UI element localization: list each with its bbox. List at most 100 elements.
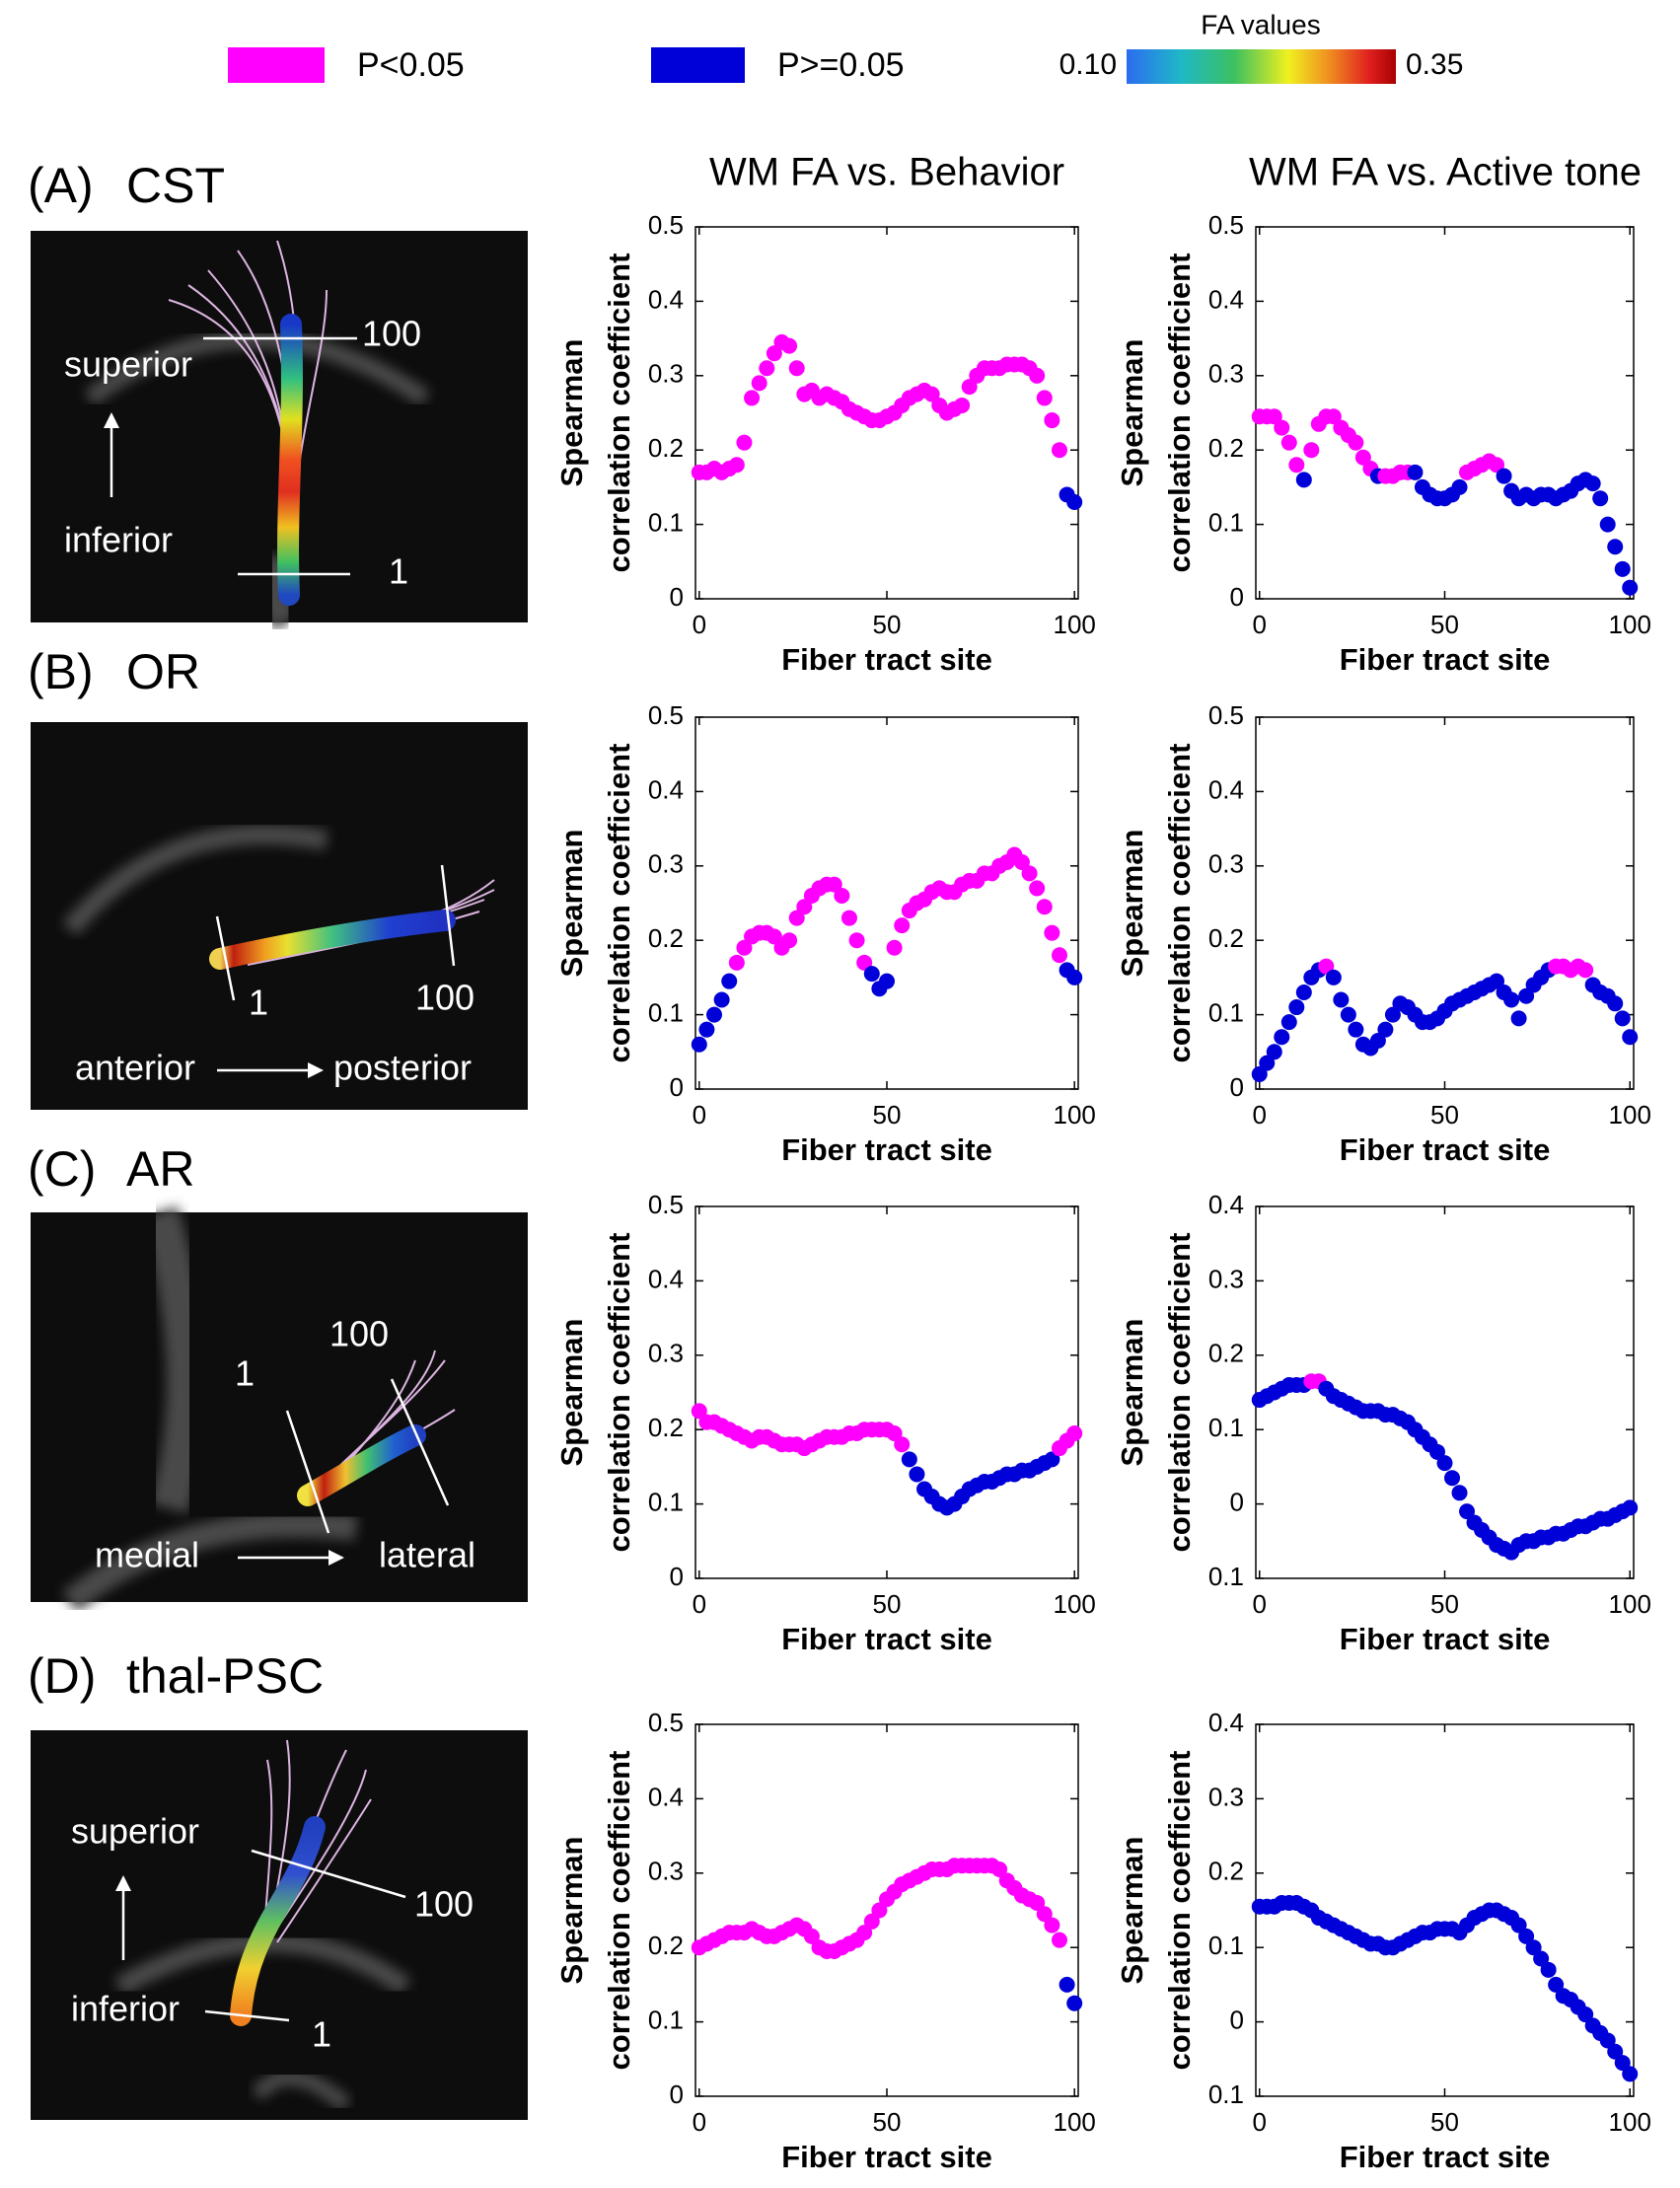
data-point	[834, 887, 850, 904]
data-point	[1510, 1917, 1527, 1933]
data-point	[1354, 449, 1371, 466]
y-tick-label: 0.1	[1208, 1562, 1244, 1591]
y-axis-label: correlation coefficient	[1162, 744, 1197, 1063]
data-point	[1036, 390, 1053, 406]
image-label: 1	[249, 983, 268, 1023]
panel-name: thal-PSC	[126, 1648, 324, 1704]
panel-name: CST	[126, 158, 225, 213]
data-point	[1013, 854, 1030, 871]
y-tick-label: 0.3	[1208, 849, 1244, 879]
data-point	[1318, 958, 1335, 975]
legend-label: P<0.05	[357, 46, 465, 84]
data-point	[1036, 1906, 1053, 1923]
x-axis-label: Fiber tract site	[781, 2140, 992, 2174]
plot-frame	[694, 716, 1079, 1090]
data-point	[781, 932, 798, 949]
x-tick-label: 100	[1609, 2107, 1651, 2137]
y-tick-label: 0.2	[648, 1413, 684, 1442]
data-point	[781, 337, 798, 354]
data-point	[698, 1021, 715, 1038]
y-tick-label: 0.2	[1208, 1339, 1244, 1368]
data-point	[1051, 947, 1067, 964]
data-point	[1059, 1976, 1075, 1993]
data-point	[1288, 457, 1305, 474]
data-point	[826, 876, 842, 893]
plot-frame	[1255, 716, 1635, 1090]
data-point	[1369, 1032, 1386, 1049]
data-point	[691, 1403, 707, 1420]
data-point	[1325, 408, 1342, 425]
data-point	[1295, 984, 1312, 1000]
y-tick-label: 0.3	[648, 1339, 684, 1368]
y-tick-label: 0	[1230, 582, 1244, 612]
data-point	[1259, 1055, 1276, 1071]
x-tick-label: 50	[1430, 1100, 1459, 1130]
data-point	[1266, 1044, 1282, 1060]
data-point	[1348, 434, 1364, 451]
data-point	[1614, 2055, 1631, 2072]
y-tick-label: 0.3	[1208, 1264, 1244, 1293]
y-tick-label: 0.4	[1208, 1708, 1244, 1737]
data-point	[1274, 1029, 1290, 1046]
y-tick-label: 0.4	[1208, 774, 1244, 804]
data-point	[1577, 962, 1594, 979]
data-point	[1607, 539, 1624, 555]
panel-name: OR	[126, 644, 200, 699]
data-point	[1577, 2006, 1594, 2023]
data-point	[1622, 1029, 1639, 1046]
y-tick-label: 0.4	[1208, 284, 1244, 314]
data-point	[863, 1913, 880, 1930]
data-point	[728, 457, 745, 474]
x-tick-label: 100	[1054, 610, 1096, 639]
data-point	[706, 1006, 723, 1023]
data-point	[954, 397, 971, 413]
y-axis-label: Spearman	[554, 339, 589, 487]
data-point	[856, 954, 873, 971]
image-label: 100	[414, 1884, 474, 1925]
tract-image: superior inferior 100 1	[31, 1730, 528, 2120]
data-point	[886, 939, 903, 956]
x-axis-label: Fiber tract site	[1340, 1132, 1551, 1167]
y-tick-label: 0.5	[648, 1190, 684, 1219]
y-axis-label: Spearman	[1115, 1837, 1149, 1985]
panel-letter: (B)	[28, 644, 94, 699]
y-tick-label: 0.5	[648, 210, 684, 240]
data-point	[961, 379, 978, 396]
data-point	[1489, 973, 1505, 989]
data-point	[1533, 1950, 1550, 1967]
image-label: medial	[95, 1535, 199, 1575]
data-point	[766, 345, 782, 362]
data-point	[788, 360, 805, 377]
data-point	[1428, 1443, 1445, 1460]
data-point	[759, 360, 775, 377]
data-point	[1051, 442, 1067, 459]
y-tick-label: 0.1	[1208, 507, 1244, 537]
data-point	[728, 954, 745, 971]
data-point	[1622, 2066, 1639, 2082]
y-tick-label: 0.3	[648, 1857, 684, 1886]
column-title: WM FA vs. Behavior	[709, 151, 1064, 194]
data-point	[1614, 1010, 1631, 1027]
colorbar-tick-label: 0.10	[1059, 48, 1117, 81]
colorbar-title: FA values	[1201, 9, 1320, 39]
y-tick-label: 0.3	[1208, 1782, 1244, 1811]
data-point	[744, 390, 761, 406]
data-point	[1295, 472, 1312, 488]
data-point	[909, 1466, 925, 1483]
x-tick-label: 0	[693, 1589, 706, 1619]
y-tick-label: 0.3	[648, 359, 684, 389]
legend-swatch	[228, 47, 325, 83]
y-axis-label: correlation coefficient	[1162, 1751, 1197, 2071]
image-label: 100	[362, 314, 421, 354]
tract-image: 1 100 medial lateral	[31, 1206, 528, 1613]
data-point	[1407, 464, 1424, 480]
data-point	[1540, 1961, 1557, 1978]
x-tick-label: 100	[1054, 1100, 1096, 1130]
data-point	[1496, 468, 1512, 484]
data-point	[1051, 1932, 1067, 1948]
y-tick-label: 0	[670, 1072, 684, 1102]
data-point	[736, 939, 753, 956]
data-point	[1384, 1006, 1401, 1023]
y-tick-label: 0	[670, 1562, 684, 1591]
data-point	[923, 386, 940, 402]
